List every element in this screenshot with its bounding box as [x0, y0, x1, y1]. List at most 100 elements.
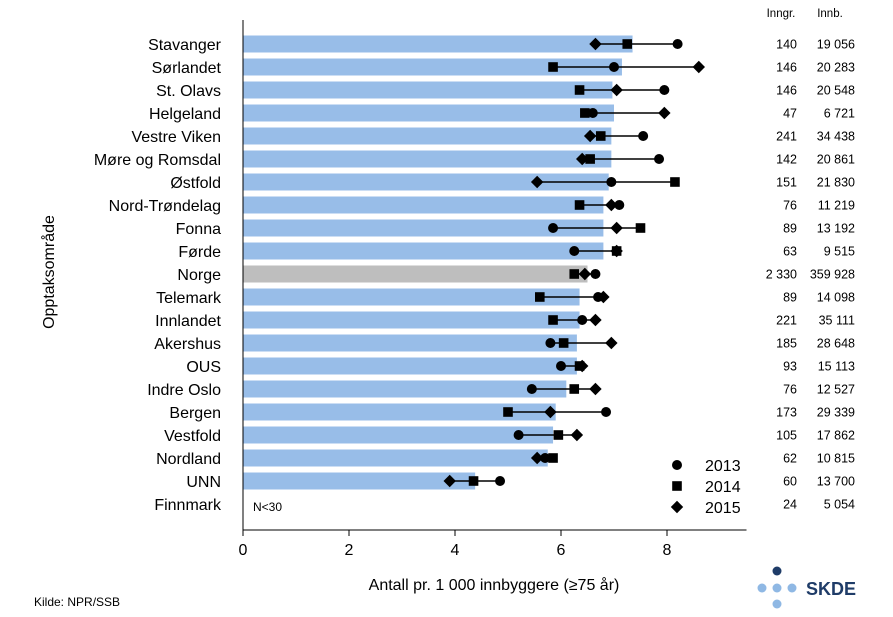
population-norge: 359 928 [810, 268, 855, 282]
population-st-olavs: 20 548 [817, 84, 855, 98]
population-more-og-romsdal: 20 861 [817, 153, 855, 167]
marker-2014-ostfold [670, 177, 680, 187]
legend-marker-2014 [672, 481, 682, 491]
x-tick-label-0: 0 [239, 542, 248, 559]
population-vestfold: 17 862 [817, 429, 855, 443]
marker-2013-ostfold [606, 177, 617, 187]
marker-2015-more-og-romsdal [576, 152, 589, 166]
marker-2013-unn [495, 476, 506, 486]
admissions-st-olavs: 146 [776, 84, 797, 98]
population-helgeland: 6 721 [824, 107, 855, 121]
population-nordland: 10 815 [817, 452, 855, 466]
legend-label-2014: 2014 [705, 479, 741, 496]
marker-2015-ous [576, 359, 589, 373]
marker-2013-norge [590, 269, 601, 279]
admissions-ous: 93 [783, 360, 797, 374]
admissions-sorlandet: 146 [776, 61, 797, 75]
admissions-telemark: 89 [783, 291, 797, 305]
x-tick-label-8: 8 [663, 542, 672, 559]
population-vestre-viken: 34 438 [817, 130, 855, 144]
x-axis: 0 2 4 6 8 [239, 20, 747, 559]
population-finnmark: 5 054 [824, 498, 855, 512]
marker-2014-bergen [503, 407, 513, 417]
region-label-telemark: Telemark [156, 290, 222, 307]
marker-2015-nord-trondelag [605, 198, 618, 212]
region-label-stavanger: Stavanger [148, 37, 222, 54]
marker-2014-fonna [635, 223, 646, 233]
admissions-stavanger: 140 [776, 38, 797, 52]
bars-layer [243, 35, 633, 490]
marker-2015-st-olavs [610, 83, 623, 97]
admissions-vestfold: 105 [776, 429, 797, 443]
population-sorlandet: 20 283 [817, 61, 855, 75]
marker-2013-akershus [545, 338, 556, 348]
marker-2014-nord-trondelag [574, 200, 585, 210]
region-label-ostfold: Østfold [170, 175, 221, 192]
bar-telemark [243, 288, 580, 306]
region-label-sorlandet: Sørlandet [152, 60, 222, 77]
marker-2015-fonna [610, 221, 623, 235]
annotation-n30: N<30 [253, 500, 282, 514]
region-label-ous: OUS [186, 359, 221, 376]
bar-forde [243, 242, 604, 260]
logo-dot-top [772, 566, 782, 576]
skde-logo: SKDE [757, 566, 856, 609]
region-label-more-og-romsdal: Møre og Romsdal [94, 152, 221, 169]
region-label-fonna: Fonna [176, 221, 221, 238]
marker-2014-unn [468, 476, 479, 486]
admissions-more-og-romsdal: 142 [776, 153, 797, 167]
marker-2015-stavanger [589, 37, 602, 51]
admissions-norge: 2 330 [766, 268, 797, 282]
marker-2015-telemark [597, 290, 610, 304]
marker-2014-innlandet [548, 315, 558, 325]
region-label-vestre-viken: Vestre Viken [131, 129, 221, 146]
marker-2013-sorlandet [609, 62, 619, 72]
marker-2014-more-og-romsdal [585, 154, 595, 164]
bar-vestfold [243, 426, 554, 444]
bar-ostfold [243, 173, 609, 191]
logo-dot-mid [772, 583, 782, 593]
marker-2015-helgeland [658, 106, 671, 120]
marker-2014-vestre-viken [595, 131, 606, 141]
population-ostfold: 21 830 [817, 176, 855, 190]
header-admissions: Inngr. [767, 8, 796, 20]
population-innlandet: 35 111 [819, 314, 855, 328]
population-fonna: 13 192 [817, 222, 855, 236]
legend-label-2013: 2013 [705, 458, 741, 475]
bar-vestre-viken [243, 127, 612, 145]
marker-2015-ostfold [530, 175, 544, 189]
region-label-unn: UNN [186, 474, 221, 491]
range-lines-layer [449, 43, 699, 482]
marker-2014-indre-oslo [569, 384, 580, 394]
markers-layer [443, 37, 705, 488]
region-label-st-olavs: St. Olavs [156, 83, 221, 100]
y-axis-title: Opptaksområde [40, 215, 58, 329]
marker-2015-akershus [605, 336, 618, 350]
bar-bergen [243, 403, 556, 421]
logo-dot-bottom [772, 599, 782, 609]
region-label-akershus: Akershus [154, 336, 221, 353]
bar-innlandet [243, 311, 580, 329]
x-axis-title: Antall pr. 1 000 innbyggere (≥75 år) [369, 576, 620, 594]
region-label-helgeland: Helgeland [149, 106, 221, 123]
source-note: Kilde: NPR/SSB [34, 595, 120, 609]
legend-label-2015: 2015 [705, 500, 741, 517]
region-label-innlandet: Innlandet [155, 313, 221, 330]
marker-2015-forde [610, 244, 623, 258]
admissions-ostfold: 151 [776, 176, 797, 190]
bar-sorlandet [243, 58, 622, 76]
marker-2013-innlandet [577, 315, 588, 325]
marker-2014-akershus [558, 338, 569, 348]
region-label-nord-trondelag: Nord-Trøndelag [109, 198, 221, 215]
marker-2013-fonna [548, 223, 559, 233]
region-label-indre-oslo: Indre Oslo [147, 382, 221, 399]
marker-2014-st-olavs [574, 85, 585, 95]
admissions-akershus: 185 [776, 337, 797, 351]
marker-2015-bergen [544, 405, 557, 419]
marker-2015-norge [578, 267, 592, 281]
marker-2013-forde [569, 246, 580, 256]
admissions-nord-trondelag: 76 [783, 199, 797, 213]
marker-2013-vestfold [513, 430, 524, 440]
population-akershus: 28 648 [817, 337, 855, 351]
x-tick-label-2: 2 [345, 542, 354, 559]
